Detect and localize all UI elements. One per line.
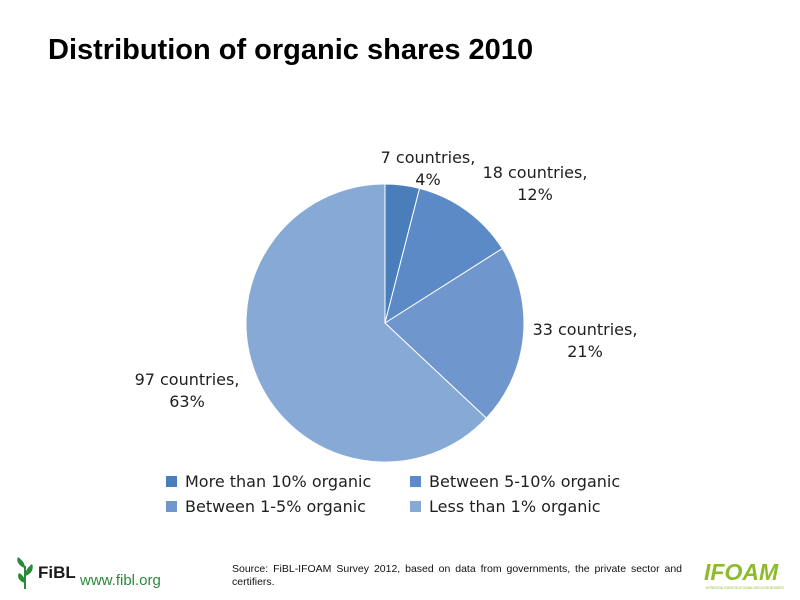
legend-item-less-than-1: Less than 1% organic (410, 497, 650, 516)
legend-label: More than 10% organic (185, 472, 372, 491)
ifoam-tagline: INTERNATIONAL FEDERATION OF ORGANIC AGRI… (706, 586, 784, 590)
legend-item-more-than-10: More than 10% organic (166, 472, 410, 491)
chart-legend: More than 10% organic Between 5-10% orga… (166, 472, 656, 516)
legend-label: Less than 1% organic (429, 497, 601, 516)
legend-swatch (166, 476, 177, 487)
data-label-between-5-10: 18 countries, 12% (483, 163, 588, 204)
ifoam-logo: IFOAM INTERNATIONAL FEDERATION OF ORGANI… (704, 559, 784, 590)
pie-slice-between-5-10 (384, 187, 504, 325)
legend-label: Between 5-10% organic (429, 472, 621, 491)
legend-label: Between 1-5% organic (185, 497, 366, 516)
data-label-between-1-5: 33 countries, 21% (533, 320, 638, 361)
fibl-url-link[interactable]: www.fibl.org (80, 572, 161, 589)
fibl-leaf-icon (17, 557, 33, 589)
data-label-less-than-1: 97 countries, 63% (135, 370, 240, 411)
source-note: Source: FiBL-IFOAM Survey 2012, based on… (232, 563, 682, 588)
fibl-logo: FiBL (14, 556, 76, 590)
legend-swatch (166, 501, 177, 512)
legend-swatch (410, 476, 421, 487)
chart-title: Distribution of organic shares 2010 (48, 34, 534, 66)
legend-item-between-5-10: Between 5-10% organic (410, 472, 650, 491)
pie-slice-between-1-5 (384, 247, 525, 419)
ifoam-logo-text: IFOAM (704, 559, 779, 585)
pie-slice-less-than-1 (245, 183, 488, 463)
pie-chart: 7 countries, 4% 18 countries, 12% 33 countri… (135, 148, 638, 463)
legend-item-between-1-5: Between 1-5% organic (166, 497, 410, 516)
data-label-more-than-10: 7 countries, 4% (381, 148, 476, 189)
legend-swatch (410, 501, 421, 512)
fibl-logo-text: FiBL (38, 563, 76, 582)
